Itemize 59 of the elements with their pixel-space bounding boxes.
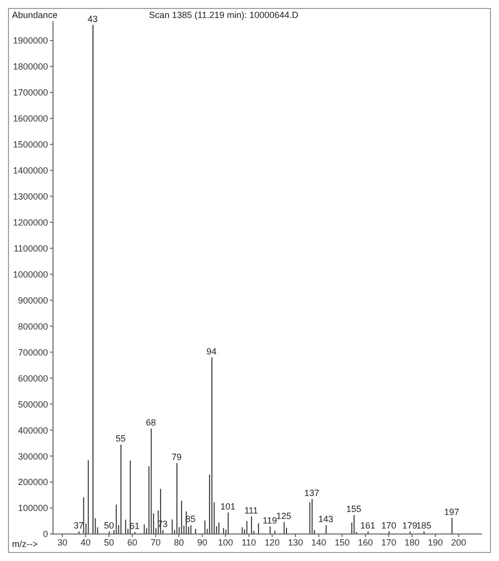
x-tick-label: 60 [127,537,138,548]
x-axis-title: m/z--> [12,539,38,549]
y-tick-label: 700000 [18,347,48,358]
x-tick-label: 130 [288,537,303,548]
x-tick-label: 200 [451,537,466,548]
x-tick-label: 50 [104,537,114,548]
y-axis-title: Abundance [12,10,58,20]
y-tick-label: 1800000 [12,62,48,72]
annotation: 68 [146,418,156,428]
y-tick-label: 1200000 [12,218,48,228]
y-tick-label: 300000 [18,451,48,462]
x-tick-label: 160 [358,537,373,548]
x-tick-label: 190 [428,537,443,548]
x-tick-label: 100 [218,537,234,548]
annotation: 137 [304,488,320,498]
x-tick-label: 40 [80,537,91,548]
annotation: 155 [346,504,362,514]
x-tick-label: 30 [57,537,68,548]
y-tick-label: 1400000 [12,166,48,176]
x-tick-label: 180 [404,537,420,548]
y-tick-label: 400000 [18,425,48,436]
x-tick-label: 170 [381,537,396,548]
y-tick-label: 200000 [18,477,48,488]
y-tick-label: 1600000 [12,114,48,124]
y-tick-label: 1900000 [12,36,48,46]
annotation: 79 [172,452,182,462]
annotation: 55 [116,434,126,444]
annotation: 179 [402,520,418,530]
y-tick-label: 1500000 [12,140,48,150]
y-tick-label: 1700000 [12,88,48,98]
annotation: 197 [444,506,460,517]
annotation: 43 [88,14,98,24]
x-tick-label: 110 [242,537,256,548]
annotation: 111 [244,505,258,516]
x-tick-label: 70 [150,537,161,548]
annotation: 119 [262,515,278,526]
x-tick-label: 80 [174,537,184,548]
annotation: 101 [220,501,236,512]
y-tick-label: 0 [42,529,48,540]
annotation: 170 [381,520,396,530]
x-tick-label: 140 [311,537,326,548]
y-tick-label: 900000 [18,295,48,306]
y-tick-label: 100000 [18,503,48,514]
annotation: 125 [276,511,292,522]
y-tick-label: 1300000 [12,192,48,202]
y-tick-label: 1100000 [14,243,48,254]
chart-title: Scan 1385 (11.219 min): 10000644.D [149,10,298,20]
y-tick-label: 1000000 [12,269,48,280]
y-tick-label: 600000 [18,373,48,384]
annotation: 143 [318,514,334,524]
y-tick-label: 800000 [18,321,48,332]
annotation: 185 [416,520,432,530]
annotation: 50 [104,520,114,530]
x-tick-label: 90 [197,537,208,548]
x-tick-label: 150 [334,537,350,548]
x-tick-label: 120 [264,537,280,548]
annotation: 94 [206,346,217,356]
y-tick-label: 500000 [18,399,48,410]
annotation: 161 [360,520,376,530]
